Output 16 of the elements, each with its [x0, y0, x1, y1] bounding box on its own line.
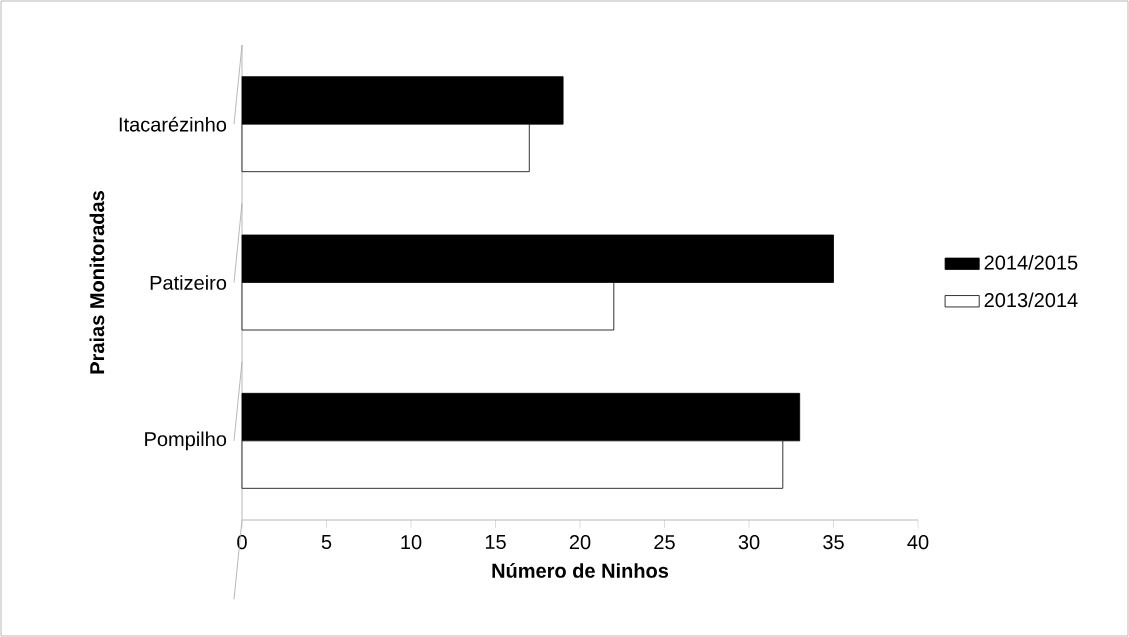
- legend-label: 2013/2014: [984, 292, 1078, 308]
- x-tick-label: 35: [823, 535, 844, 550]
- x-tick-label: 30: [738, 535, 760, 550]
- legend-label: 2014/2015: [984, 255, 1078, 270]
- x-tick-label: 0: [237, 535, 247, 550]
- y-axis-title: Praias Monitoradas: [89, 191, 105, 374]
- y-tick-label: Itacarézinho: [119, 116, 227, 132]
- x-tick-label: 10: [401, 535, 422, 550]
- x-tick-label: 40: [907, 535, 929, 550]
- x-tick-label: 25: [654, 535, 675, 550]
- x-tick-label: 15: [485, 535, 506, 550]
- x-tick-label: 20: [569, 535, 591, 550]
- y-tick-label: Pompilho: [145, 431, 227, 451]
- y-tick-label: Patizeiro: [150, 275, 227, 290]
- x-tick-label: 5: [321, 535, 332, 550]
- x-axis-title: Número de Ninhos: [492, 562, 669, 578]
